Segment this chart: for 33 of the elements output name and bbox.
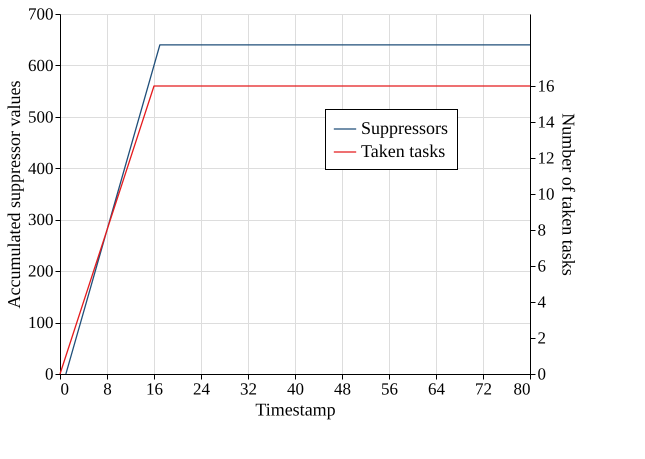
y-tick-label: 400 [28, 158, 54, 178]
y-tick-label: 500 [28, 107, 54, 126]
y2-tick-label: 10 [538, 184, 554, 204]
y-tick-label: 700 [28, 4, 54, 24]
x-tick-label: 24 [193, 380, 210, 398]
x-tick-label: 80 [514, 380, 530, 398]
y2-tick-label: 14 [538, 112, 555, 132]
y2-tick-label: 2 [538, 328, 546, 348]
x-tick-label: 48 [334, 380, 351, 398]
legend-label: Taken tasks [361, 141, 446, 161]
y-tick-label: 200 [28, 262, 54, 281]
x-tick-label: 8 [103, 380, 112, 398]
legend-label: Suppressors [361, 118, 448, 138]
y-tick-label: 100 [28, 313, 54, 332]
x-tick-label: 32 [240, 380, 257, 398]
y-tick-label: 0 [45, 364, 54, 384]
y2-axis-title: Number of taken tasks [558, 113, 578, 276]
x-tick-label: 40 [287, 380, 304, 398]
x-tick-label: 56 [381, 380, 398, 398]
y2-tick-label: 0 [538, 364, 546, 384]
y2-tick-label: 8 [538, 220, 546, 240]
x-tick-label: 16 [146, 380, 163, 398]
y2-tick-label: 6 [538, 256, 546, 276]
y2-tick-label: 16 [538, 76, 554, 96]
y-tick-label: 600 [28, 56, 54, 75]
x-tick-label: 72 [475, 380, 492, 398]
y2-tick-label: 12 [538, 148, 554, 168]
y-axis-title: Accumulated suppressor values [4, 80, 24, 308]
x-axis-title: Timestamp [255, 400, 336, 420]
x-tick-label: 64 [428, 380, 446, 398]
y-tick-label: 300 [28, 210, 54, 230]
y2-tick-label: 4 [538, 292, 546, 312]
x-tick-label: 0 [60, 380, 69, 398]
